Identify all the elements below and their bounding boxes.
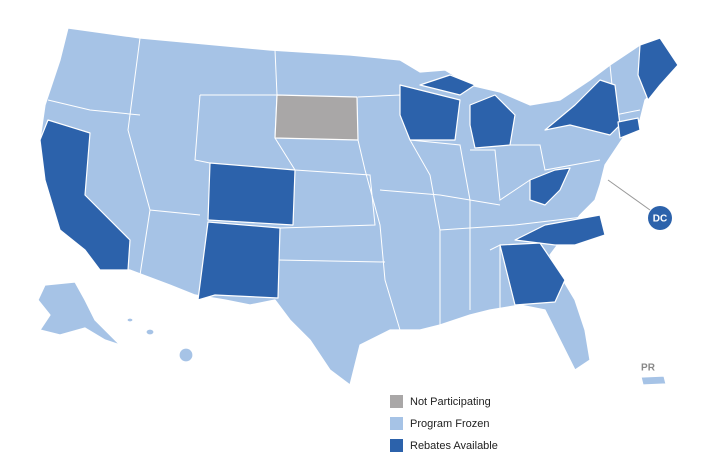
state (39, 119, 131, 271)
state-border (379, 189, 501, 206)
state (544, 79, 621, 136)
state (499, 242, 566, 306)
hawaii (126, 317, 134, 323)
dc-leader (607, 179, 651, 211)
puerto-rico (640, 375, 667, 386)
state-border (439, 214, 601, 231)
dc-label: DC (653, 214, 667, 225)
state-border (47, 99, 141, 116)
state (419, 74, 476, 96)
state-border (470, 149, 531, 201)
legend-swatch (390, 417, 403, 430)
legend-label: Program Frozen (410, 418, 489, 430)
state-border (357, 139, 401, 331)
hawaii (178, 347, 194, 363)
state (399, 84, 461, 141)
state (514, 214, 606, 246)
state (274, 94, 359, 141)
state-border (409, 139, 471, 310)
legend-label: Not Participating (410, 396, 491, 408)
legend-swatch (390, 439, 403, 452)
legend: Not Participating Program Frozen Rebates A… (390, 395, 498, 452)
state (197, 221, 281, 301)
hawaii (145, 328, 155, 336)
state-border (194, 94, 211, 164)
state-border (510, 144, 601, 171)
state-border (357, 94, 441, 325)
legend-swatch (390, 395, 403, 408)
pr-label: PR (641, 363, 656, 374)
state-border (139, 209, 151, 276)
states (37, 27, 679, 386)
us-mainland (39, 27, 679, 386)
dc-marker (648, 206, 672, 230)
state (469, 94, 516, 149)
state (637, 37, 679, 101)
state (617, 117, 641, 139)
state-border (279, 169, 376, 229)
alaska (37, 281, 121, 346)
legend-label: Rebates Available (410, 440, 498, 452)
state (529, 167, 571, 206)
state (207, 162, 296, 226)
state-border (277, 259, 386, 263)
state-border (127, 37, 201, 216)
